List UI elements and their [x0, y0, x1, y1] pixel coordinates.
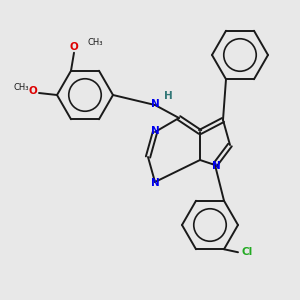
Text: O: O	[70, 42, 78, 52]
Text: N: N	[151, 99, 159, 109]
Text: N: N	[151, 178, 159, 188]
Text: O: O	[28, 86, 38, 96]
Text: H: H	[164, 91, 172, 101]
Text: N: N	[151, 126, 159, 136]
Text: CH₃: CH₃	[87, 38, 103, 47]
Text: N: N	[212, 161, 220, 171]
Text: CH₃: CH₃	[13, 83, 29, 92]
Text: Cl: Cl	[242, 247, 253, 257]
